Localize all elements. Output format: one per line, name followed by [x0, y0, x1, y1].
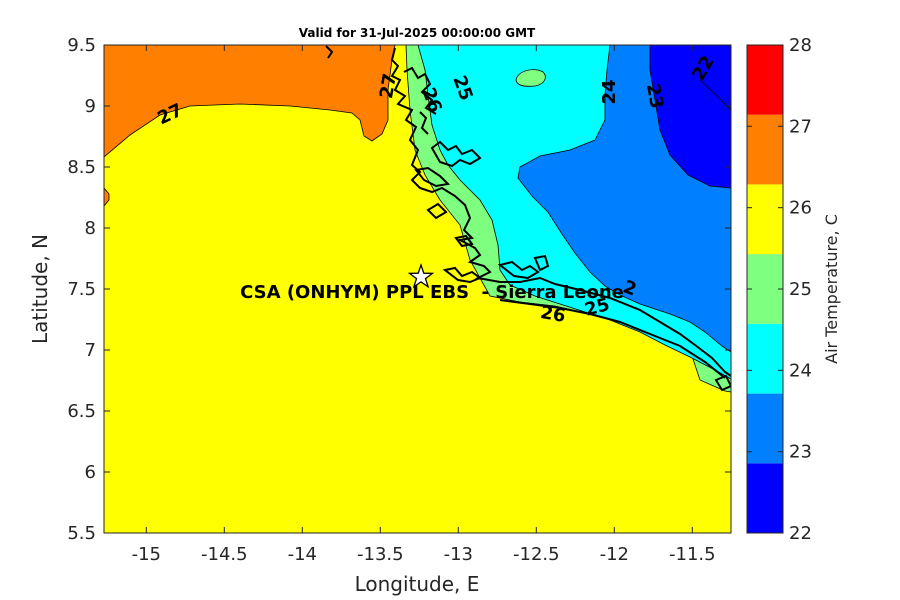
colorbar-band-27-28 — [747, 114, 783, 185]
colorbar-tick-label: 24 — [789, 360, 812, 381]
y-tick-label: 8.5 — [67, 157, 96, 178]
x-axis — [145, 45, 693, 533]
x-tick-label: -12.5 — [513, 544, 560, 565]
x-tick-label: -14 — [288, 544, 317, 565]
temperature-band-27-28 — [104, 45, 396, 158]
x-tick-label: -11.5 — [669, 544, 716, 565]
y-tick-label: 9 — [85, 96, 96, 117]
x-tick-label: -12 — [600, 544, 629, 565]
contour-label-27-north: 27 — [376, 72, 401, 100]
colorbar-band-22-23 — [747, 463, 783, 533]
temperature-band-25-26-patch — [515, 69, 546, 87]
y-axis-label: Latitude, N — [28, 234, 52, 344]
colorbar: 28 27 26 25 24 23 22 Air Temperature, C — [746, 35, 841, 544]
colorbar-band-26-27 — [747, 184, 783, 255]
plot-title: Valid for 31-Jul-2025 00:00:00 GMT — [299, 26, 536, 40]
y-tick-label: 7.5 — [67, 279, 96, 300]
colorbar-band-25-26 — [747, 254, 783, 324]
x-tick-label: -14.5 — [201, 544, 248, 565]
temperature-band-22-23 — [649, 45, 731, 189]
y-axis — [104, 44, 731, 534]
contour-label-24: 24 — [599, 79, 620, 104]
colorbar-band-23-24 — [747, 393, 783, 464]
temperature-band-22-23-sliver — [699, 79, 731, 111]
y-tick-label: 7 — [85, 340, 96, 361]
coastline — [325, 45, 731, 392]
colorbar-band-28-plus — [747, 45, 783, 115]
contour-label-26-south: 26 — [539, 302, 567, 327]
y-tick-label: 6 — [85, 462, 96, 483]
y-tick-label: 9.5 — [67, 35, 96, 56]
y-tick-label: 5.5 — [67, 523, 96, 544]
colorbar-tick-label: 23 — [789, 442, 812, 463]
station-label: CSA (ONHYM) PPL EBS - Sierra Leone — [240, 282, 624, 303]
colorbar-band-24-25 — [747, 323, 783, 394]
y-tick-label: 8 — [85, 218, 96, 239]
station-marker — [407, 262, 435, 289]
colorbar-label: Air Temperature, C — [822, 214, 841, 364]
colorbar-tick-label: 28 — [789, 35, 812, 56]
contour-label-23: 23 — [642, 82, 667, 110]
x-tick-label: -13.5 — [357, 544, 404, 565]
star-icon — [407, 262, 435, 289]
map-plot-area: 27 27 26 25 24 23 22 26 25 2 CSA (ONHYM)… — [104, 45, 731, 533]
colorbar-tick-label: 26 — [789, 198, 812, 219]
colorbar-tick-label: 27 — [789, 116, 812, 137]
y-tick-labels: 9.5 9 8.5 8 7.5 7 6.5 6 5.5 — [67, 35, 96, 544]
x-tick-label: -15 — [132, 544, 161, 565]
y-tick-label: 6.5 — [67, 401, 96, 422]
colorbar-tick-label: 25 — [789, 279, 812, 300]
x-tick-label: -13 — [444, 544, 473, 565]
x-tick-labels: -15 -14.5 -14 -13.5 -13 -12.5 -12 -11.5 — [132, 544, 716, 565]
x-axis-label: Longitude, E — [355, 572, 480, 596]
temperature-band-27-28-edge — [104, 187, 110, 207]
colorbar-tick-label: 22 — [789, 523, 812, 544]
